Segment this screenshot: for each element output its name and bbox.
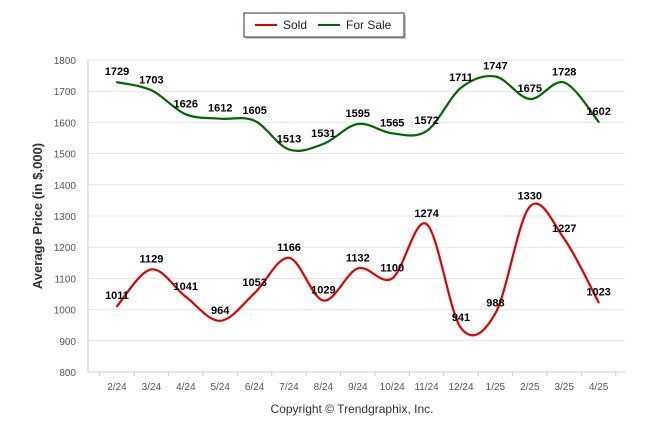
data-label-for-sale: 1675	[518, 83, 542, 95]
series-line-sold	[115, 202, 600, 337]
y-tick-label: 800	[59, 368, 76, 379]
x-tick-label: 4/24	[176, 382, 196, 393]
data-label-sold: 1041	[174, 281, 198, 293]
data-label-sold: 941	[452, 312, 470, 324]
data-label-for-sale: 1711	[449, 72, 473, 84]
data-label-for-sale: 1602	[586, 106, 610, 118]
data-label-for-sale: 1747	[483, 61, 507, 73]
grid	[88, 59, 625, 373]
y-axis-title: Average Price (in $,000)	[30, 143, 45, 289]
x-tick-label: 10/24	[380, 382, 405, 393]
data-label-for-sale: 1728	[552, 66, 576, 78]
data-label-for-sale: 1703	[139, 74, 163, 86]
y-tick-label: 1200	[54, 243, 77, 254]
data-label-sold: 1166	[277, 242, 301, 254]
data-label-for-sale: 1729	[105, 66, 129, 78]
x-tick-label: 8/24	[314, 382, 334, 393]
data-label-sold: 1100	[380, 262, 404, 274]
x-tick-label: 1/25	[486, 382, 506, 393]
copyright-credit: Copyright © Trendgraphix, Inc.	[271, 402, 434, 416]
x-tick-label: 2/25	[520, 382, 540, 393]
x-tick-label: 3/25	[554, 382, 574, 393]
x-tick-label: 12/24	[448, 382, 473, 393]
legend-label-sold: Sold	[283, 18, 307, 32]
y-tick-label: 1400	[54, 181, 77, 192]
y-tick-label: 1800	[54, 56, 77, 67]
data-label-sold: 1053	[242, 277, 266, 289]
x-tick-label: 2/24	[107, 382, 127, 393]
legend-label-for-sale: For Sale	[346, 18, 392, 32]
y-tick-label: 1100	[54, 274, 76, 285]
data-label-sold: 1330	[518, 191, 542, 203]
y-tick-label: 1000	[54, 306, 77, 317]
x-tick-label: 9/24	[348, 382, 368, 393]
data-labels: 1011 1129 1041 964 1053 1166 1029 1132 1100 1274 9…	[105, 61, 611, 324]
data-label-for-sale: 1513	[277, 134, 301, 146]
x-tick-label: 11/24	[414, 382, 439, 393]
legend: Sold For Sale	[243, 12, 406, 39]
data-label-for-sale: 1531	[311, 128, 335, 140]
data-label-sold: 1227	[552, 223, 576, 235]
data-label-for-sale: 1572	[414, 115, 438, 127]
axes: 800 900 1000 1100 1200 1300 1400 1500 1600 1700 18…	[54, 56, 625, 393]
x-tick-label: 7/24	[279, 382, 299, 393]
series-lines	[115, 74, 600, 337]
x-tick-label: 6/24	[245, 382, 265, 393]
series-line-for-sale	[115, 74, 600, 152]
y-tick-label: 1600	[54, 118, 77, 129]
data-label-for-sale: 1612	[208, 103, 232, 115]
data-label-sold: 1274	[414, 208, 439, 220]
x-tick-label: 4/25	[589, 382, 609, 393]
x-tick-label: 5/24	[210, 382, 230, 393]
y-tick-label: 900	[59, 337, 76, 348]
y-tick-label: 1500	[54, 150, 77, 161]
data-label-sold: 1023	[586, 286, 610, 298]
y-tick-label: 1700	[54, 87, 77, 98]
data-label-sold: 964	[211, 305, 230, 317]
y-tick-label: 1300	[54, 212, 77, 223]
data-label-for-sale: 1565	[380, 117, 404, 129]
data-label-for-sale: 1626	[174, 98, 198, 110]
data-label-for-sale: 1595	[346, 108, 370, 120]
data-label-sold: 1011	[105, 290, 129, 302]
data-label-sold: 1132	[346, 252, 370, 264]
data-label-for-sale: 1605	[242, 105, 266, 117]
data-label-sold: 1029	[311, 285, 335, 297]
x-tick-label: 3/24	[142, 382, 162, 393]
data-label-sold: 1129	[139, 253, 163, 265]
data-label-sold: 988	[486, 297, 504, 309]
